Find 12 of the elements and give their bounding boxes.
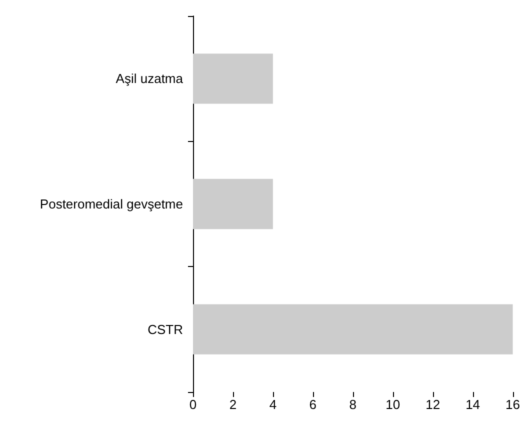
x-tick-label: 0: [189, 397, 197, 412]
y-tick-label: CSTR: [148, 322, 183, 337]
x-tick-label: 6: [309, 397, 317, 412]
y-tick-label: Posteromedial gevşetme: [40, 196, 183, 212]
x-tick-label: 14: [466, 397, 480, 412]
x-tick-label: 4: [269, 397, 277, 412]
x-tick-label: 8: [349, 397, 356, 412]
y-tick-label: Aşil uzatma: [116, 71, 184, 86]
x-tick-label: 10: [386, 397, 400, 412]
x-tick-label: 16: [506, 397, 520, 412]
x-tick-label: 2: [229, 397, 237, 412]
x-tick-label: 12: [426, 397, 440, 412]
